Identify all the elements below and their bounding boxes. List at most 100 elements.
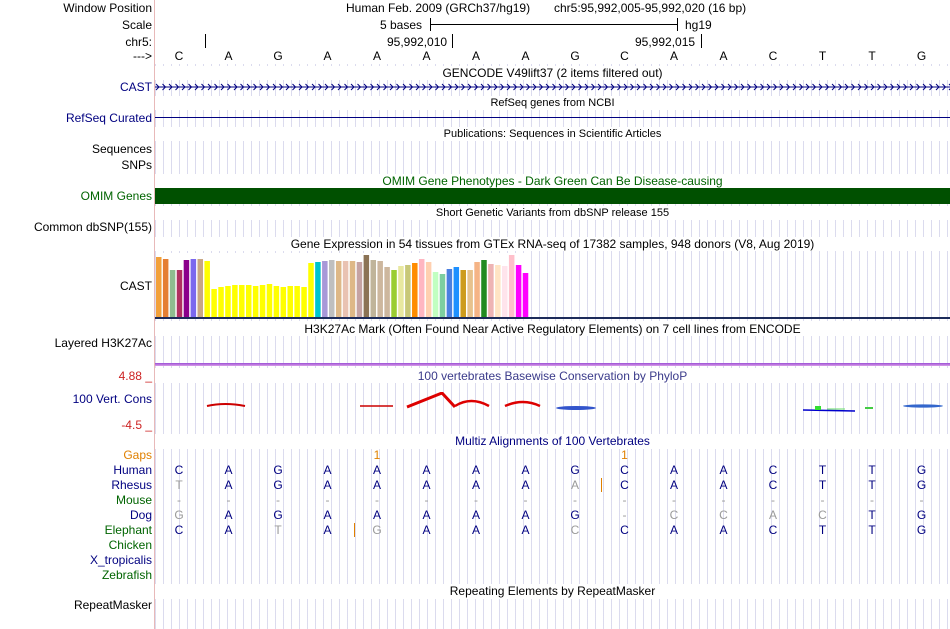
track-label-cons[interactable]: 100 Vert. Cons [72, 392, 152, 406]
gtex-bar-50[interactable] [502, 266, 508, 317]
gtex-bar-49[interactable] [495, 265, 501, 317]
track-label-h3k27ac[interactable]: Layered H3K27Ac [54, 336, 152, 350]
gtex-bar-0[interactable] [156, 257, 162, 317]
gtex-bar-41[interactable] [439, 274, 446, 317]
gtex-bar-51[interactable] [508, 255, 515, 317]
gtex-bar-25[interactable] [329, 260, 335, 317]
gtex-bar-30[interactable] [363, 255, 370, 317]
elephant-base-11: A [719, 523, 728, 537]
gtex-bar-46[interactable] [474, 262, 480, 317]
mouse-base-5: - [424, 493, 429, 507]
species-label-chicken[interactable]: Chicken [108, 538, 152, 552]
species-label-rhesus[interactable]: Rhesus [111, 478, 152, 492]
gtex-bar-39[interactable] [425, 262, 432, 317]
rhesus-base-13: T [818, 478, 827, 492]
human-base-4: A [372, 463, 382, 477]
gtex-bar-14[interactable] [252, 286, 259, 317]
gtex-bar-43[interactable] [453, 267, 460, 317]
cons-wiggle[interactable] [155, 392, 950, 422]
gtex-bar-13[interactable] [245, 285, 252, 317]
gtex-bar-23[interactable] [315, 262, 321, 317]
gtex-bar-33[interactable] [384, 267, 390, 317]
gtex-bar-38[interactable] [418, 259, 425, 317]
gtex-bar-4[interactable] [183, 260, 190, 317]
ruler-label-1: 95,992,010 [387, 35, 448, 49]
track-label-repeatmasker[interactable]: RepeatMasker [73, 598, 152, 612]
gtex-bar-11[interactable] [232, 285, 238, 317]
gtex-bar-52[interactable] [515, 265, 522, 317]
species-label-human[interactable]: Human [113, 463, 152, 477]
ref-base-8: G [570, 49, 580, 63]
gtex-bar-32[interactable] [377, 261, 383, 317]
ref-base-3: A [323, 49, 332, 63]
gtex-bar-35[interactable] [398, 266, 404, 317]
track-label-refseq[interactable]: RefSeq Curated [65, 111, 152, 125]
gtex-bar-40[interactable] [432, 272, 439, 317]
human-base-5: A [422, 463, 431, 477]
track-label-dbsnp[interactable]: Common dbSNP(155) [33, 220, 152, 234]
dog-base-0: G [174, 508, 184, 522]
strand-arrow-label[interactable]: ---> [133, 49, 152, 63]
gtex-bar-chart[interactable] [155, 250, 950, 320]
species-label-dog[interactable]: Dog [129, 508, 152, 522]
gtex-bar-8[interactable] [211, 289, 217, 317]
elephant-base-12: C [768, 523, 778, 537]
human-base-13: T [818, 463, 827, 477]
gtex-bar-28[interactable] [349, 261, 356, 317]
gtex-bar-26[interactable] [335, 261, 342, 317]
track-label-omim[interactable]: OMIM Genes [80, 189, 152, 203]
species-label-xtropicalis[interactable]: X_tropicalis [89, 553, 152, 567]
rhesus-base-5: A [422, 478, 431, 492]
gtex-bar-9[interactable] [218, 287, 224, 317]
elephant-base-3: A [323, 523, 332, 537]
gtex-bar-53[interactable] [522, 273, 529, 317]
gtex-bar-3[interactable] [176, 270, 183, 317]
gtex-bar-16[interactable] [266, 284, 273, 317]
track-label-gtex[interactable]: CAST [119, 279, 152, 293]
gtex-bar-10[interactable] [225, 286, 231, 317]
gap-count-9: 1 [621, 448, 628, 462]
track-label-sequences[interactable]: Sequences [91, 142, 152, 156]
gtex-bar-18[interactable] [280, 287, 287, 317]
gtex-bar-34[interactable] [391, 270, 397, 317]
gtex-bar-24[interactable] [322, 261, 328, 317]
gtex-bar-6[interactable] [197, 259, 204, 317]
species-label-mouse[interactable]: Mouse [115, 493, 152, 507]
gtex-bar-7[interactable] [204, 261, 210, 317]
cons-min-label: -4.5 _ [121, 418, 152, 432]
gtex-bar-19[interactable] [287, 286, 293, 317]
gtex-bar-42[interactable] [446, 269, 453, 317]
gtex-bar-31[interactable] [370, 260, 377, 317]
species-label-elephant[interactable]: Elephant [104, 523, 152, 537]
gtex-bar-37[interactable] [412, 263, 418, 317]
gtex-bar-12[interactable] [239, 285, 245, 317]
window-position-label: Window Position [63, 1, 152, 15]
scale-bar-right-tick [677, 18, 678, 31]
gtex-bar-27[interactable] [342, 261, 349, 317]
gtex-bar-44[interactable] [460, 270, 466, 317]
gtex-bar-36[interactable] [405, 265, 411, 317]
gencode-transcript[interactable] [155, 83, 950, 91]
refseq-transcript[interactable] [155, 117, 950, 118]
gtex-bar-17[interactable] [273, 286, 280, 317]
species-label-zebrafish[interactable]: Zebrafish [101, 568, 152, 582]
mouse-base-12: - [771, 493, 775, 507]
gtex-bar-21[interactable] [301, 287, 307, 317]
gtex-bar-29[interactable] [356, 262, 363, 317]
gtex-bar-2[interactable] [169, 270, 176, 317]
gtex-bar-1[interactable] [162, 259, 169, 317]
gtex-bar-45[interactable] [467, 270, 473, 317]
track-label-gaps[interactable]: Gaps [123, 448, 152, 462]
ruler-tick-0 [205, 34, 206, 48]
h3k27ac-baseline[interactable] [155, 363, 950, 366]
gtex-bar-20[interactable] [294, 286, 300, 317]
gtex-bar-47[interactable] [481, 260, 487, 317]
track-label-gencode[interactable]: CAST [119, 80, 152, 94]
gtex-bar-48[interactable] [488, 264, 494, 317]
gtex-bar-15[interactable] [259, 285, 266, 317]
track-label-snps[interactable]: SNPs [121, 158, 152, 172]
gtex-bar-22[interactable] [308, 263, 314, 317]
gtex-bar-5[interactable] [190, 259, 197, 317]
omim-gene-bar[interactable] [155, 188, 950, 204]
mouse-base-8: - [573, 493, 577, 507]
